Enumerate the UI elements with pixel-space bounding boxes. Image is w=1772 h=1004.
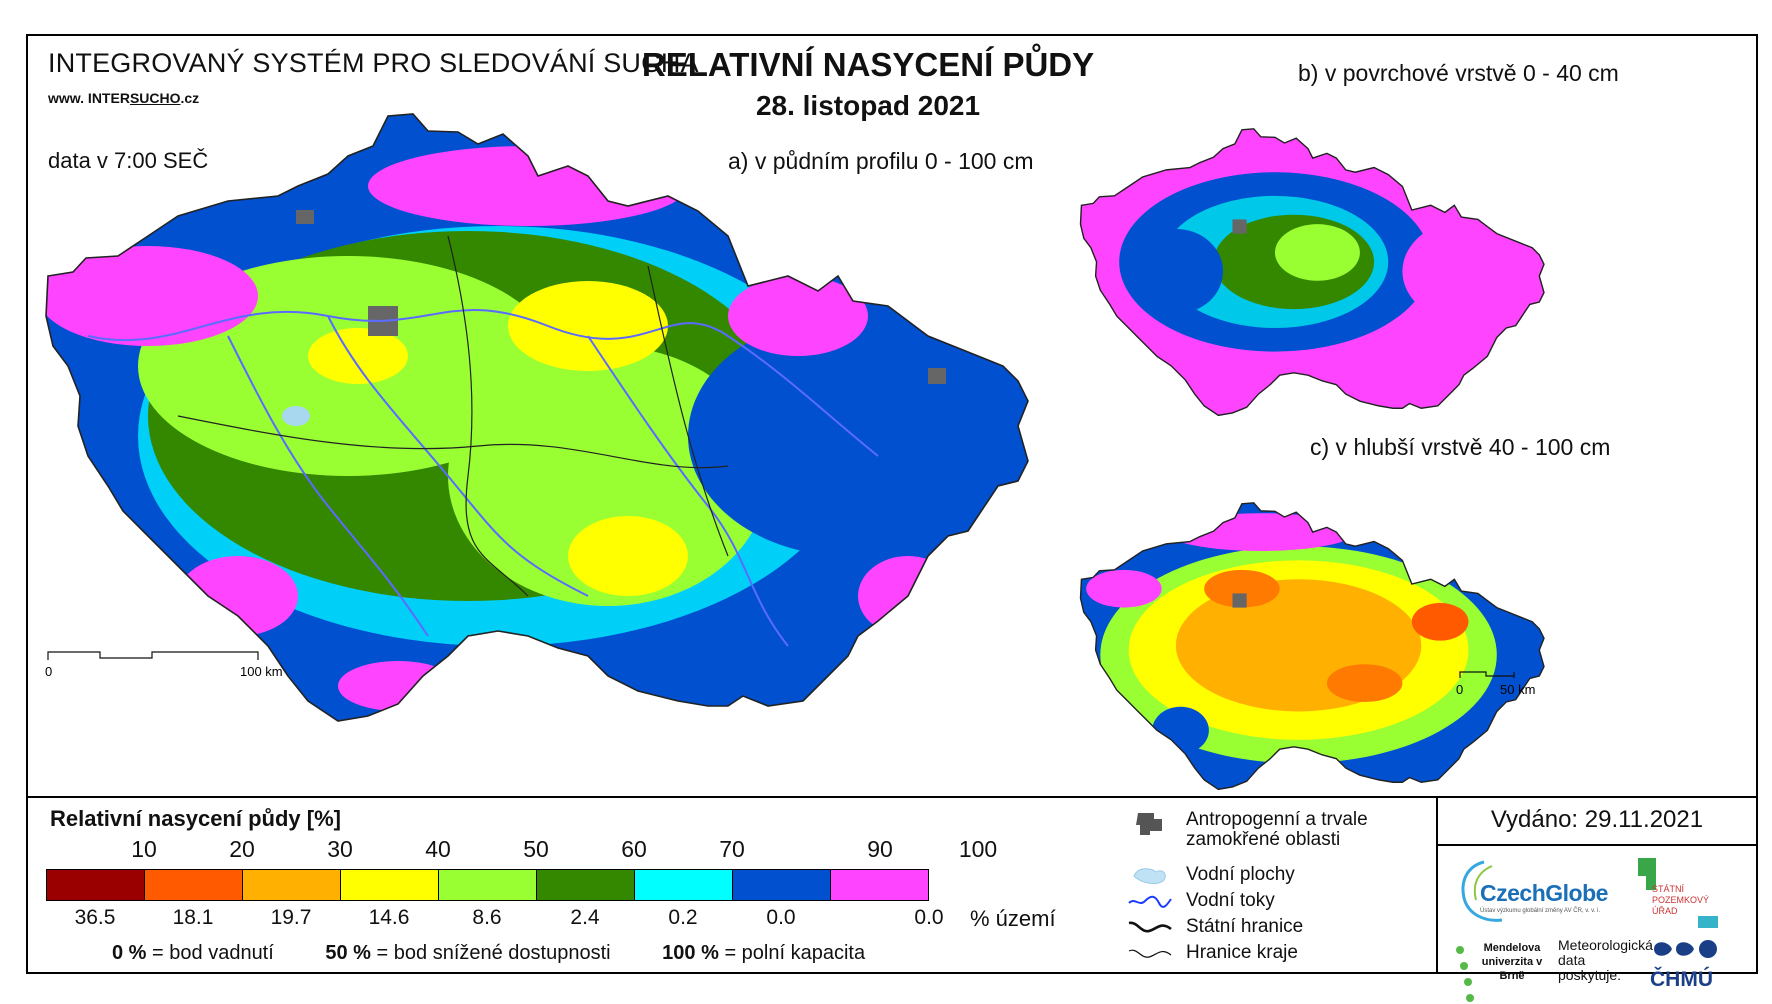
legend-swatch [831, 870, 928, 900]
anthropogenic-area-icon [1124, 810, 1176, 836]
czechglobe-name: CzechGlobe [1480, 880, 1608, 906]
legend-territory-pct: 18.1 [172, 906, 214, 929]
spu-logo [1638, 858, 1718, 928]
mendel-university: Mendelova univerzita v Brně [1481, 942, 1543, 982]
legend-swatch [439, 870, 537, 900]
map-frame: INTEGROVANÝ SYSTÉM PRO SLEDOVÁNÍ SUCHA w… [26, 34, 1758, 1002]
legend-tick: 30 [327, 836, 353, 862]
legend-swatch [635, 870, 733, 900]
legend-swatch [145, 870, 243, 900]
scale-main-start: 0 [45, 664, 52, 679]
legend-tick: 50 [523, 836, 549, 862]
chmu-name: ČHMÚ [1650, 968, 1713, 991]
symbol-region-border: Hranice kraje [1124, 940, 1298, 966]
website-underlined: SUCHO [129, 90, 181, 106]
legend-color-bar [46, 869, 929, 901]
symbol-rivers: Vodní toky [1124, 888, 1275, 914]
water-body-icon [1124, 862, 1176, 888]
legend-tick: 20 [229, 836, 255, 862]
data-time: data v 7:00 SEČ [48, 148, 209, 173]
map-date: 28. listopad 2021 [755, 90, 981, 121]
legend-territory-pct: 8.6 [472, 906, 502, 929]
mendel-dots-icon [1456, 946, 1474, 1002]
note-text: = bod vadnutí [152, 942, 274, 964]
legend-territory-pct: 0.0 [914, 906, 944, 929]
legend-tick: 10 [131, 836, 157, 862]
map-a-label: a) v půdním profilu 0 - 100 cm [728, 148, 1034, 174]
footer-divider-vertical [1436, 798, 1438, 972]
note-text: = bod snížené dostupnosti [376, 942, 611, 964]
scale-small-start: 0 [1456, 682, 1463, 697]
map-c-label: c) v hlubší vrstvě 40 - 100 cm [1310, 434, 1611, 460]
note-value: 50 % [325, 942, 371, 964]
symbol-anthropogenic: Antropogenní a trvale zamokřené oblasti [1124, 810, 1406, 858]
legend-separator [28, 796, 1756, 798]
region-border-icon [1124, 940, 1176, 966]
legend-territory-pct: 0.2 [668, 906, 698, 929]
issued-date: Vydáno: 29.11.2021 [1490, 806, 1704, 833]
website-prefix: www. INTER [48, 90, 130, 106]
state-border-icon [1124, 914, 1176, 940]
legend-title: Relativní nasycení půdy [%] [50, 806, 341, 831]
legend-swatch [341, 870, 439, 900]
symbol-anthropogenic-label: Antropogenní a trvale zamokřené oblasti [1186, 809, 1368, 850]
symbol-water-bodies-label: Vodní plochy [1186, 864, 1295, 885]
map-c [1079, 502, 1545, 791]
note-value: 0 % [112, 942, 147, 964]
legend-tick: 60 [621, 836, 647, 862]
scale-main-end: 100 km [240, 664, 283, 679]
symbol-rivers-label: Vodní toky [1186, 890, 1275, 911]
spu-name: STÁTNÍ POZEMKOVÝ ÚŘAD [1652, 884, 1710, 916]
legend-territory-pct: 19.7 [270, 906, 312, 929]
river-icon [1124, 888, 1176, 914]
legend-territory-pct: 14.6 [368, 906, 410, 929]
scale-bar-main: 0 100 km [45, 651, 283, 679]
symbol-state-border: Státní hranice [1124, 914, 1303, 940]
legend-tick: 90 [867, 836, 893, 862]
symbol-state-border-label: Státní hranice [1186, 916, 1304, 937]
footer-divider-horizontal [1436, 844, 1756, 846]
legend-swatch [47, 870, 145, 900]
czechglobe-logo: CzechGlobe Ústav výzkumu globální změny … [1456, 856, 1616, 928]
scale-bar-small: 0 50 km [1456, 671, 1535, 697]
symbol-region-border-label: Hranice kraje [1186, 942, 1298, 963]
legend-territory-pct: 36.5 [74, 906, 116, 929]
legend-swatch [243, 870, 341, 900]
legend-swatch [537, 870, 635, 900]
czechglobe-subtitle: Ústav výzkumu globální změny AV ČR, v. v… [1480, 908, 1601, 914]
legend-tick: 100 [958, 836, 998, 862]
legend-swatch [733, 870, 831, 900]
legend-notes: 0 % = bod vadnutí 50 % = bod snížené dos… [50, 942, 865, 965]
scale-small-end: 50 km [1500, 682, 1535, 697]
legend-territory-pct: 2.4 [570, 906, 600, 929]
map-b [1079, 128, 1545, 417]
system-title: INTEGROVANÝ SYSTÉM PRO SLEDOVÁNÍ SUCHA [48, 48, 699, 78]
note-text: = polní kapacita [724, 942, 866, 964]
legend-tick: 70 [719, 836, 745, 862]
website-link[interactable]: www. INTERSUCHO.cz [48, 90, 199, 106]
meteo-data-provider: Meteorologická data poskytuje: [1558, 937, 1653, 983]
note-value: 100 % [662, 942, 719, 964]
maps-canvas: 0 100 km 0 50 km [45, 113, 1545, 791]
symbol-water-bodies: Vodní plochy [1124, 862, 1295, 888]
legend-tick: 40 [425, 836, 451, 862]
legend-territory-pct: 0.0 [766, 906, 796, 929]
page-title: RELATIVNÍ NASYCENÍ PŮDY [641, 46, 1095, 83]
map-a [45, 113, 1029, 722]
map-b-label: b) v povrchové vrstvě 0 - 40 cm [1298, 60, 1619, 86]
website-suffix: .cz [180, 90, 200, 106]
legend-territory-unit: % území [970, 906, 1056, 931]
chmu-logo-icon [1654, 940, 1717, 958]
